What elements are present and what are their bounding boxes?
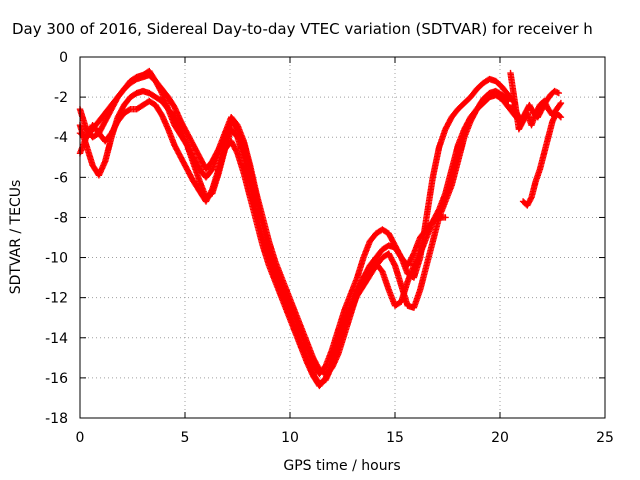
data-point-plus bbox=[434, 215, 442, 222]
chart-title: Day 300 of 2016, Sidereal Day-to-day VTE… bbox=[12, 20, 593, 38]
y-tick-label: -12 bbox=[45, 291, 68, 307]
data-point-plus bbox=[555, 89, 562, 97]
y-tick-label: -4 bbox=[54, 130, 68, 146]
data-point-plus bbox=[442, 214, 449, 221]
series-arc-6 bbox=[519, 109, 565, 209]
data-point-plus bbox=[556, 112, 564, 120]
y-tick-label: -6 bbox=[54, 170, 68, 186]
y-tick-label: -8 bbox=[54, 210, 68, 226]
y-tick-label: 0 bbox=[59, 50, 68, 66]
y-tick-label: -16 bbox=[45, 371, 68, 387]
x-tick-label: 5 bbox=[181, 430, 190, 446]
grid bbox=[80, 57, 605, 418]
x-tick-label: 20 bbox=[491, 430, 509, 446]
y-tick-label: -14 bbox=[45, 331, 68, 347]
x-tick-label: 15 bbox=[386, 430, 404, 446]
series-arc-5 bbox=[507, 69, 565, 133]
data-point-plus bbox=[556, 101, 564, 108]
data-points bbox=[76, 67, 565, 390]
data-point-plus bbox=[125, 106, 133, 114]
y-tick-label: -18 bbox=[45, 411, 68, 427]
x-tick-label: 0 bbox=[76, 430, 85, 446]
series-arc-7 bbox=[509, 87, 562, 125]
x-axis-label: GPS time / hours bbox=[283, 458, 400, 474]
plot-frame bbox=[79, 56, 606, 419]
axis-ticks: 0 5 10 15 20 25 0 -2 -4 -6 -8 -10 -12 -14 -16 -18 bbox=[45, 50, 614, 446]
data-point-plus bbox=[557, 113, 565, 121]
data-point-plus bbox=[557, 99, 565, 107]
x-tick-label: 25 bbox=[596, 430, 614, 446]
y-tick-label: -2 bbox=[54, 90, 68, 106]
y-tick-label: -10 bbox=[45, 251, 68, 267]
series-arc-4 bbox=[76, 67, 449, 378]
x-tick-label: 10 bbox=[281, 430, 299, 446]
y-axis-label: SDTVAR / TECUs bbox=[8, 180, 24, 295]
series-arc-3 bbox=[76, 91, 525, 390]
